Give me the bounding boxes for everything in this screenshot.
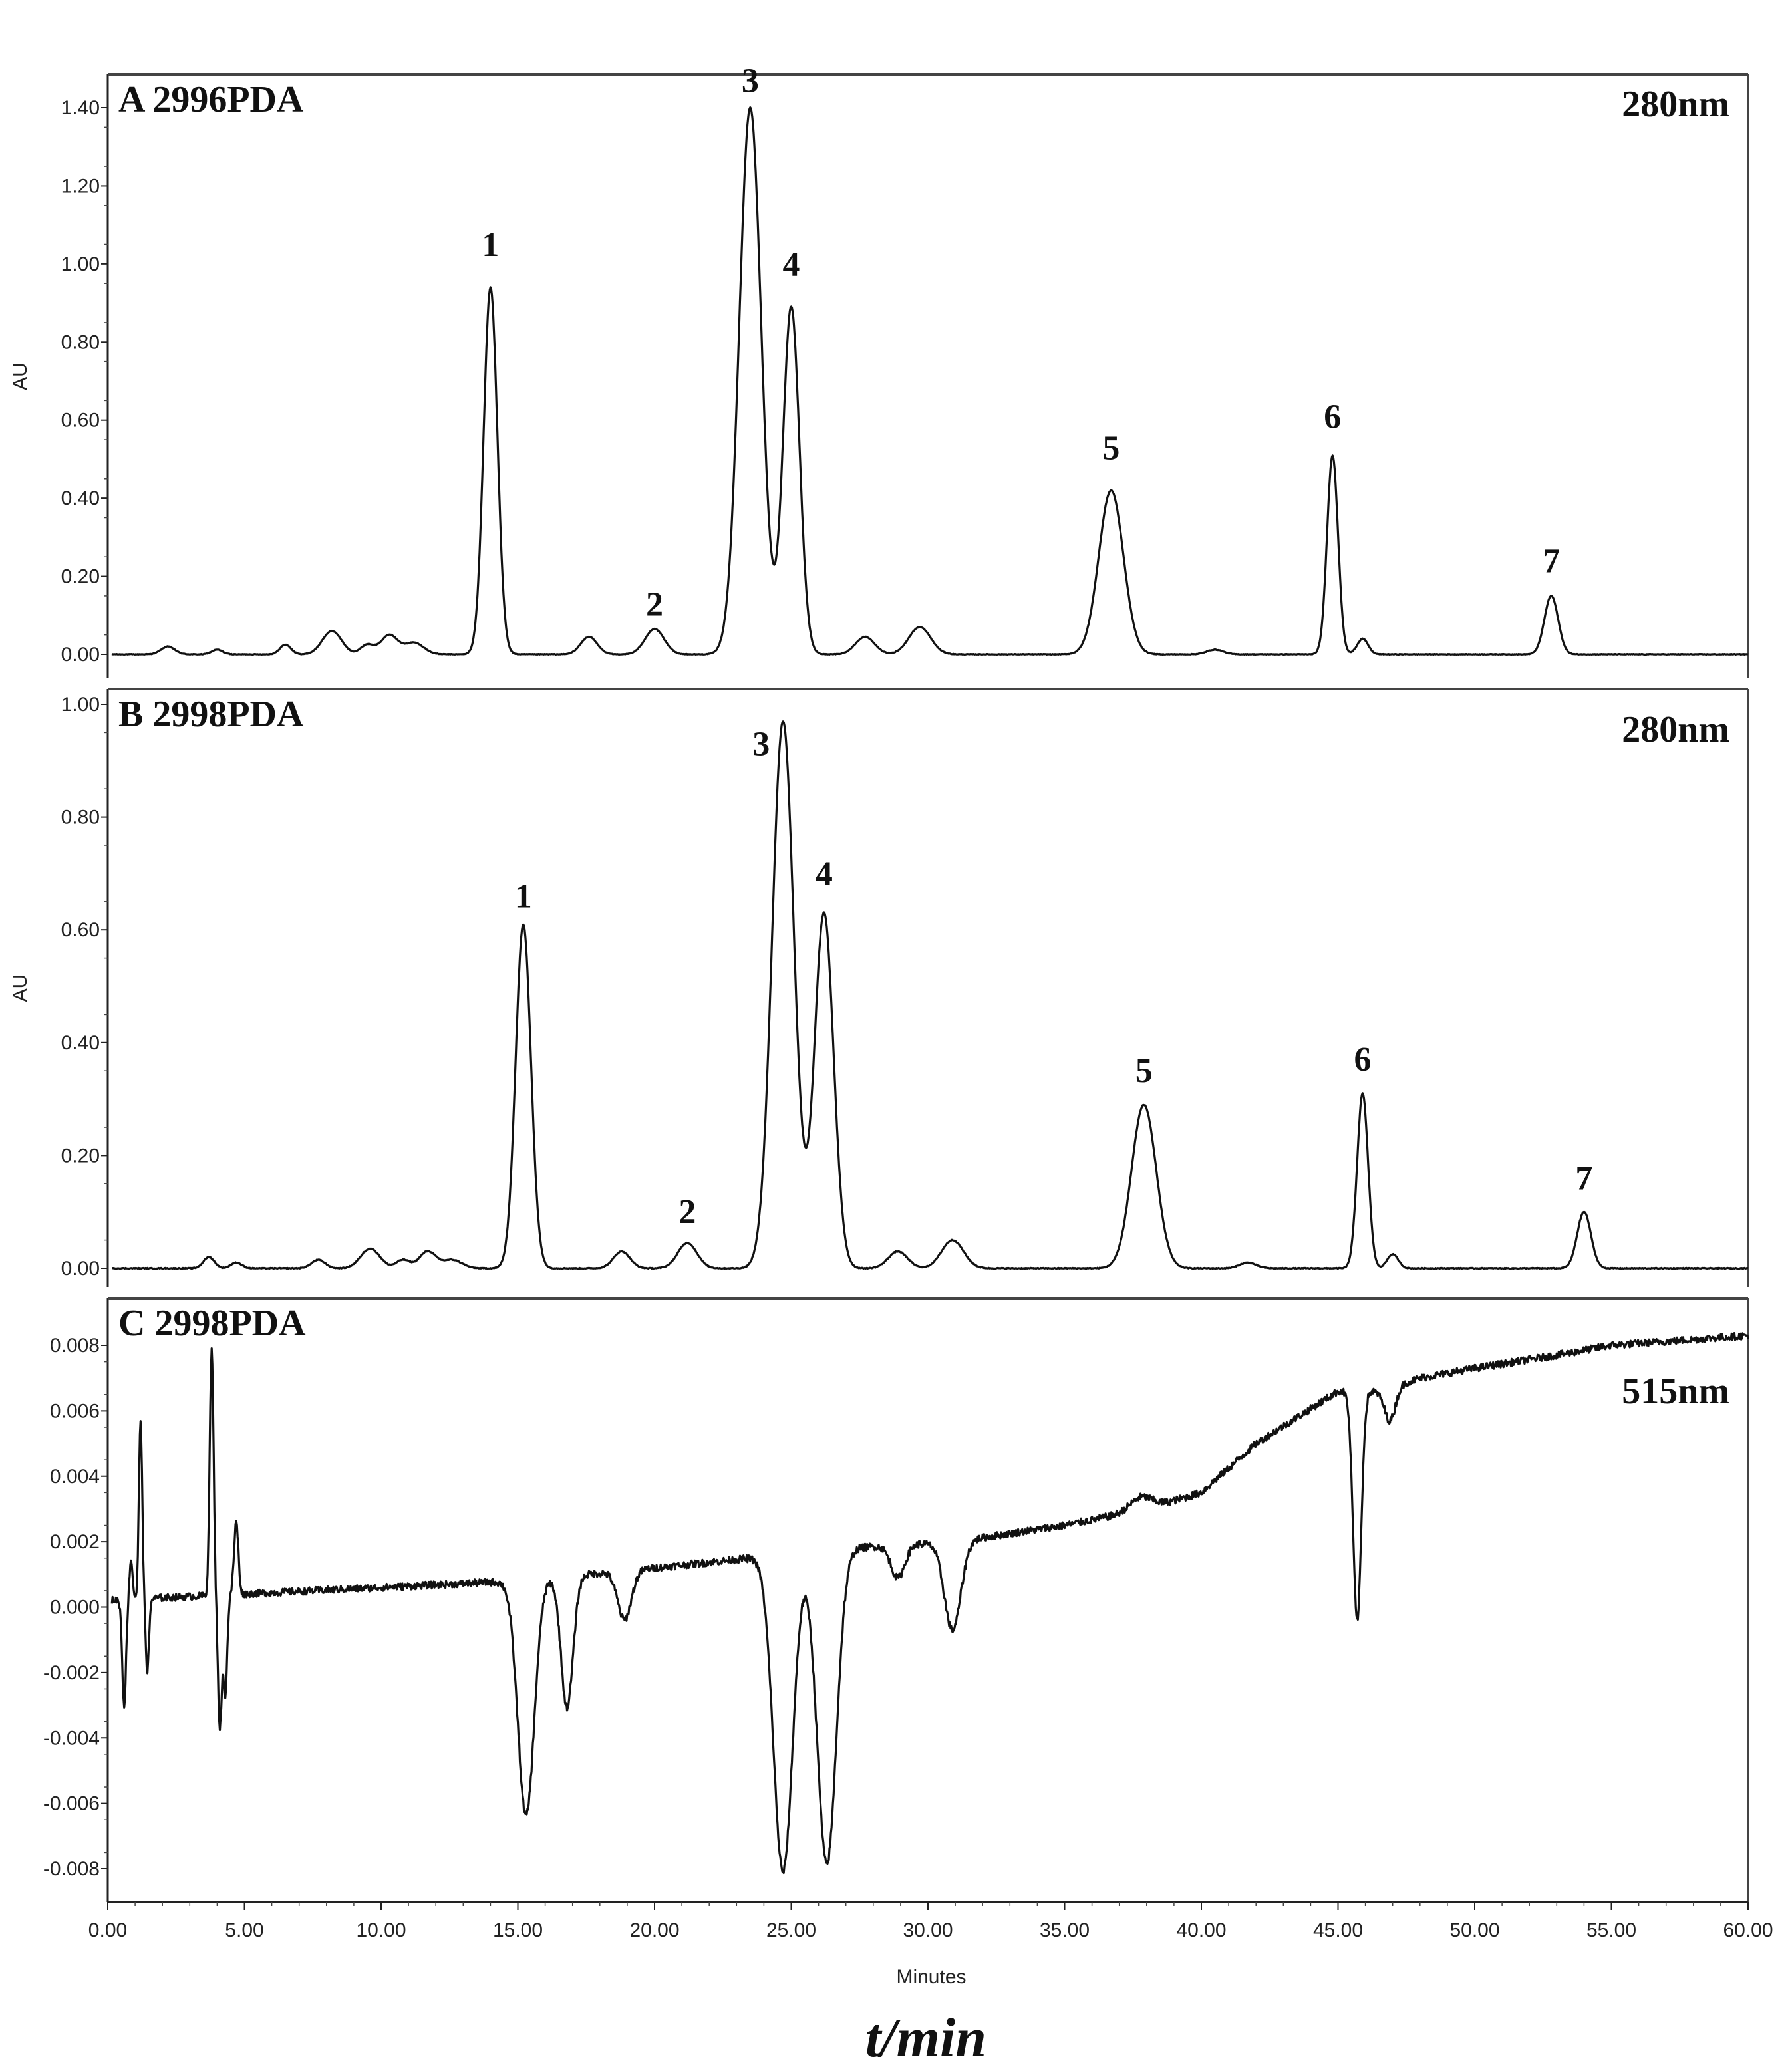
x-tick-label: 10.00 [356, 1919, 406, 1941]
y-tick-label: 0.00 [61, 644, 100, 666]
x-tick-label: 50.00 [1449, 1919, 1499, 1941]
peak-label: 2 [646, 585, 663, 623]
y-axis-title: AU [9, 974, 31, 1002]
y-tick-label: 1.20 [61, 175, 100, 197]
wavelength-label: 280nm [1622, 709, 1729, 750]
x-tick-label: 15.00 [493, 1919, 543, 1941]
x-tick-label: 35.00 [1040, 1919, 1090, 1941]
y-tick-label: 1.40 [61, 97, 100, 119]
y-tick-label: 1.00 [61, 694, 100, 716]
x-tick-label: 0.00 [88, 1919, 127, 1941]
peak-label: 7 [1543, 543, 1560, 581]
y-tick-label: 0.006 [50, 1400, 100, 1422]
y-tick-label: 0.000 [50, 1597, 100, 1619]
peak-label: 5 [1102, 429, 1120, 467]
y-tick-label: -0.006 [43, 1793, 100, 1815]
x-tick-label: 60.00 [1723, 1919, 1773, 1941]
panel-title: A 2996PDA [118, 79, 304, 120]
peak-label: 6 [1324, 398, 1341, 436]
peak-label: 3 [742, 63, 759, 100]
wavelength-label: 280nm [1622, 84, 1729, 125]
x-tick-label: 30.00 [903, 1919, 953, 1941]
peak-label: 6 [1354, 1041, 1371, 1079]
trace-line-A [111, 106, 1749, 656]
trace-line-C [110, 1331, 1749, 1875]
x-tick-label: 45.00 [1313, 1919, 1363, 1941]
y-tick-label: -0.004 [43, 1727, 100, 1749]
peak-label: 1 [482, 226, 499, 264]
y-tick-label: 0.60 [61, 919, 100, 941]
y-tick-label: 0.40 [61, 487, 100, 509]
figure-x-label: t/min [865, 2007, 986, 2067]
y-tick-label: 1.00 [61, 253, 100, 275]
peak-label: 3 [752, 725, 770, 763]
peak-label: 5 [1135, 1052, 1153, 1090]
y-tick-label: 0.008 [50, 1335, 100, 1357]
peak-label: 7 [1575, 1159, 1592, 1197]
y-axis-title: AU [9, 362, 31, 390]
y-tick-label: 0.002 [50, 1531, 100, 1553]
panel-title: B 2998PDA [118, 694, 304, 735]
peak-label: 2 [678, 1193, 696, 1231]
wavelength-label: 515nm [1622, 1371, 1729, 1412]
y-tick-label: 0.80 [61, 331, 100, 353]
y-tick-label: 0.40 [61, 1032, 100, 1054]
trace-line-B [111, 720, 1749, 1270]
x-tick-label: 20.00 [629, 1919, 679, 1941]
y-tick-label: 0.60 [61, 410, 100, 432]
y-tick-label: -0.008 [43, 1858, 100, 1880]
x-axis-title: Minutes [896, 1966, 966, 1988]
x-tick-label: 40.00 [1176, 1919, 1226, 1941]
peak-label: 4 [783, 245, 800, 283]
y-tick-label: 0.004 [50, 1466, 100, 1488]
x-tick-label: 5.00 [225, 1919, 263, 1941]
y-tick-label: 0.20 [61, 566, 100, 588]
x-tick-label: 25.00 [766, 1919, 816, 1941]
panel-title: C 2998PDA [118, 1303, 306, 1344]
y-tick-label: 0.20 [61, 1145, 100, 1167]
peak-label: 1 [515, 877, 532, 915]
x-tick-label: 55.00 [1586, 1919, 1636, 1941]
y-tick-label: 0.80 [61, 807, 100, 829]
peak-label: 4 [816, 855, 833, 893]
y-tick-label: 0.00 [61, 1258, 100, 1280]
y-tick-label: -0.002 [43, 1662, 100, 1684]
